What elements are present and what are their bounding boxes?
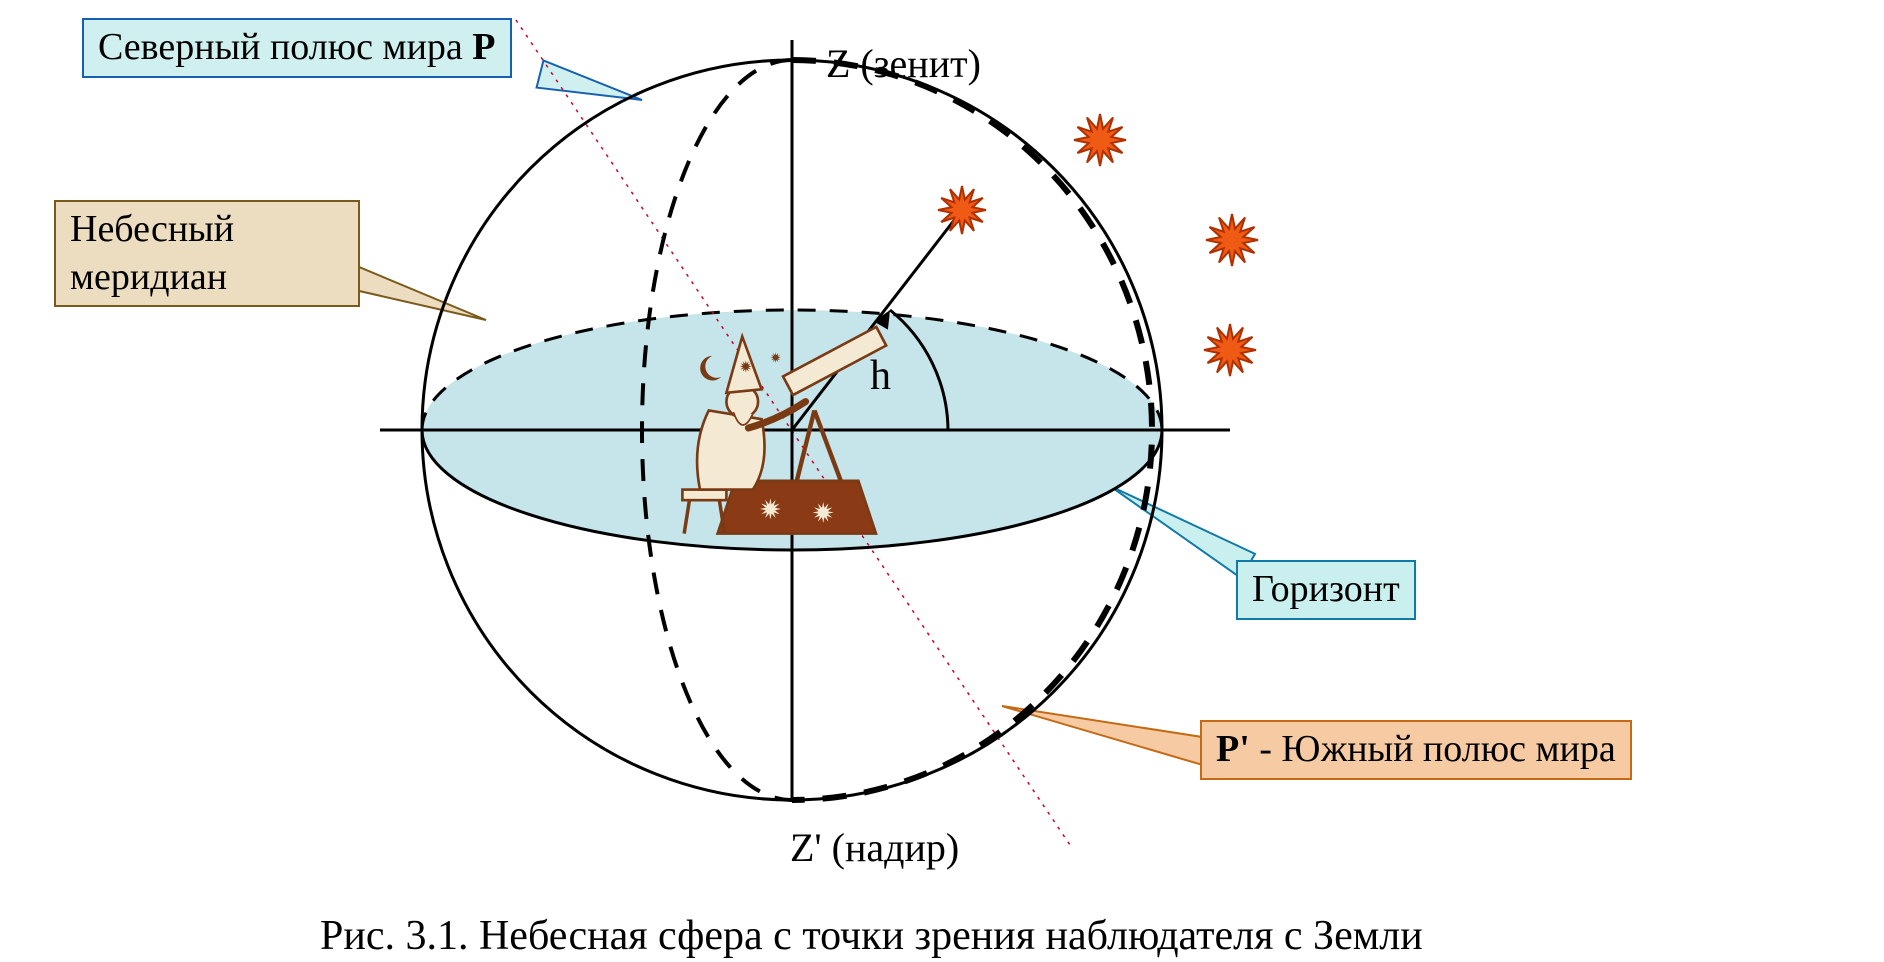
angle-label: h	[870, 352, 891, 400]
north-pole-text: Северный полюс мира	[98, 26, 472, 68]
meridian-line2: меридиан	[70, 256, 227, 298]
south-pole-symbol: P'	[1216, 728, 1250, 770]
zenith-label: Z (зенит)	[826, 40, 981, 87]
meridian-line1: Небесный	[70, 208, 234, 250]
south-pole-text: - Южный полюс мира	[1250, 728, 1616, 770]
horizon-text: Горизонт	[1252, 568, 1400, 610]
callout-meridian: Небесный меридиан	[54, 200, 360, 307]
callout-north-pole: Северный полюс мира P	[82, 18, 512, 78]
callout-horizon: Горизонт	[1236, 560, 1416, 620]
nadir-label: Z' (надир)	[790, 824, 959, 871]
north-pole-symbol: P	[472, 26, 495, 68]
figure-caption: Рис. 3.1. Небесная сфера с точки зрения …	[320, 912, 1423, 960]
callout-south-pole: P' - Южный полюс мира	[1200, 720, 1632, 780]
